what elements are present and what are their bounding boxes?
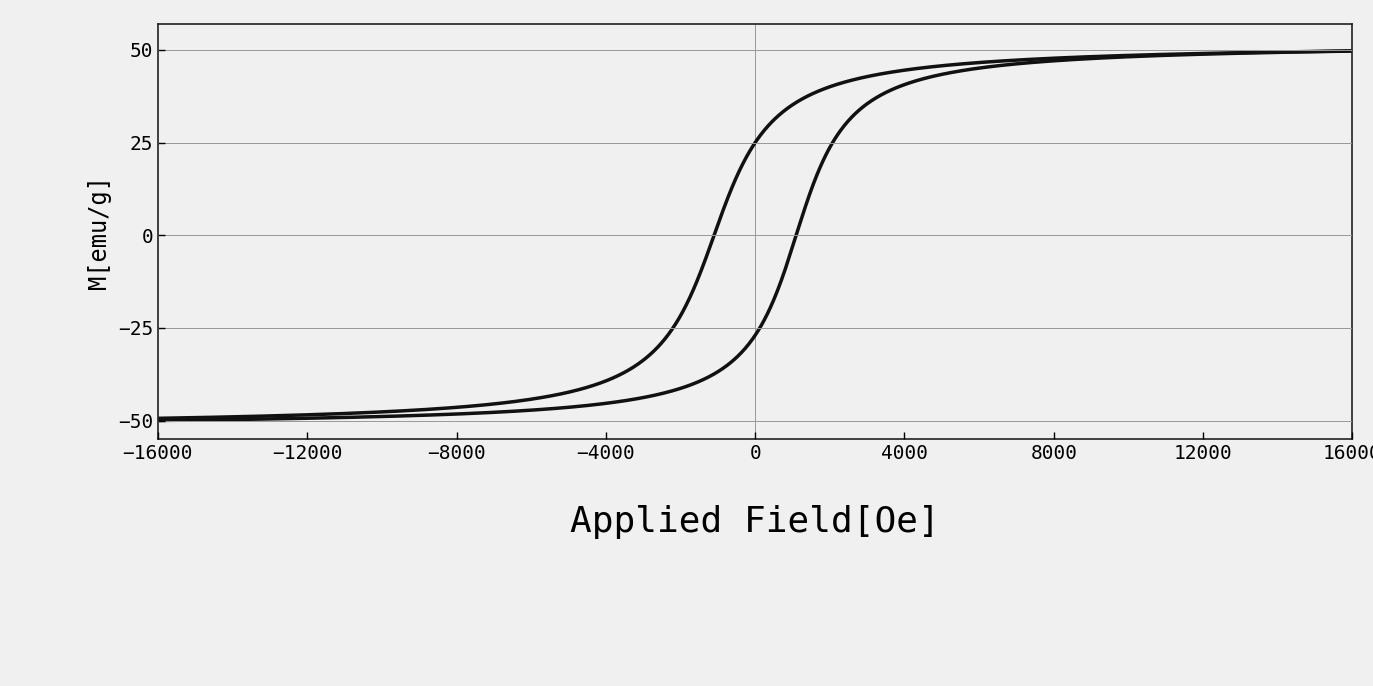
X-axis label: Applied Field[Oe]: Applied Field[Oe]: [570, 505, 941, 539]
Y-axis label: M[emu/g]: M[emu/g]: [86, 174, 111, 289]
